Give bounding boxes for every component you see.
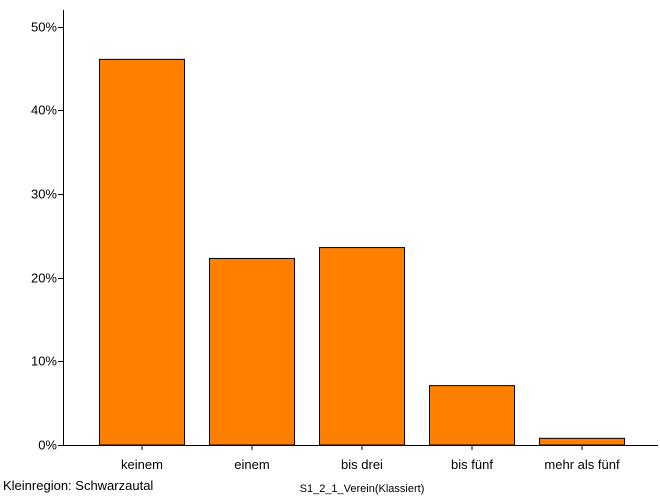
y-axis-ticks: 0% 10% 20% 30% 40% 50% (31, 20, 63, 453)
bar (539, 437, 625, 446)
x-tick-label: bis drei (341, 457, 383, 472)
x-tick-label: bis fünf (451, 457, 493, 472)
bar (429, 385, 515, 446)
y-tick-label: 40% (31, 103, 57, 118)
x-axis-tick-labels: keinem einem bis drei bis fünf mehr als fünf (121, 445, 620, 472)
y-tick-label: 20% (31, 271, 57, 286)
bar (99, 58, 185, 446)
bar (319, 247, 405, 446)
bar (209, 257, 295, 446)
x-tick-label: keinem (121, 457, 163, 472)
x-tick-label: einem (234, 457, 269, 472)
footer-note: Kleinregion: Schwarzautal (3, 478, 154, 493)
x-axis-title: S1_2_1_Verein(Klassiert) (300, 483, 425, 495)
bars (99, 58, 625, 446)
y-tick-label: 50% (31, 20, 57, 35)
y-tick-label: 10% (31, 354, 57, 369)
y-tick-label: 30% (31, 187, 57, 202)
x-tick-label: mehr als fünf (544, 457, 620, 472)
y-tick-label: 0% (38, 438, 57, 453)
